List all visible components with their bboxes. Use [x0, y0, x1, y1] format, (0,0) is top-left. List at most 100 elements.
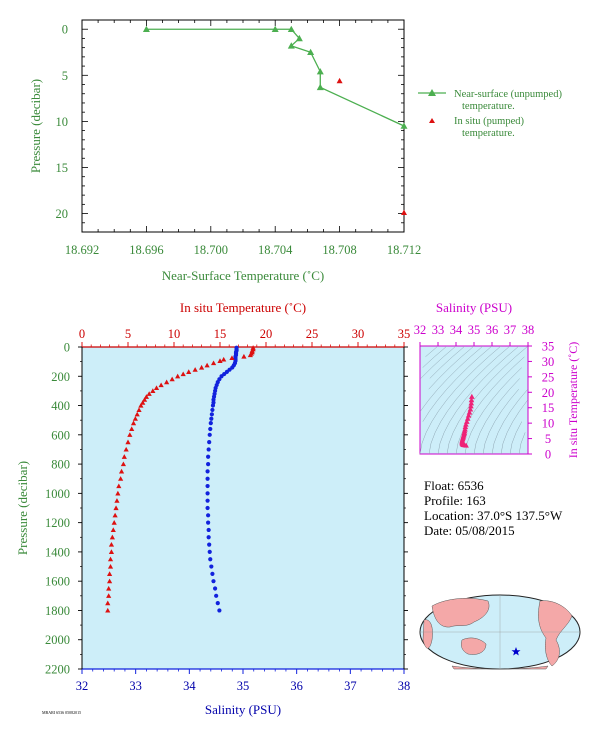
near-surface-legend: Near-surface (unpumped) temperature. In … [418, 89, 565, 139]
ts-ticks [419, 342, 532, 455]
temperature-point [118, 476, 124, 481]
salinity-point [207, 432, 212, 437]
salinity-point [206, 513, 211, 518]
salinity-point [214, 593, 219, 598]
salinity-point [205, 498, 210, 503]
temperature-point [107, 578, 113, 584]
location-map [419, 594, 581, 670]
salinity-tick-label: 32 [76, 679, 89, 693]
ts-density-contour [455, 356, 525, 455]
near-surface-series [142, 25, 408, 216]
temperature-point [127, 432, 133, 437]
near-surface-y-tick-labels: 0 5 10 15 20 [56, 23, 69, 221]
salinity-point [210, 403, 216, 408]
salinity-point [205, 491, 210, 496]
temperature-point [158, 382, 164, 388]
temperature-point [241, 353, 247, 359]
salinity-point [206, 520, 211, 525]
near-surface-plot-area [81, 19, 405, 233]
legend-unpumped-text: Near-surface (unpumped) [454, 89, 562, 100]
salinity-point [211, 579, 216, 584]
salinity-point [206, 461, 211, 467]
ts-density-contour [428, 345, 475, 390]
temperature-series [105, 345, 256, 613]
near-surface-pumped-point [401, 209, 407, 216]
temperature-tick-label: 35 [398, 327, 411, 341]
legend-pumped-label: In situ (pumped) temperature. [454, 116, 527, 139]
temperature-point [141, 397, 148, 402]
temperature-point [125, 439, 131, 445]
profile-number: Profile: 163 [424, 493, 486, 508]
temperature-point [217, 358, 223, 363]
temperature-point [121, 454, 127, 459]
temperature-point [116, 483, 122, 489]
temperature-point [120, 461, 126, 467]
temperature-point [169, 376, 175, 382]
ts-density-contour [425, 345, 439, 357]
ts-density-contour [500, 399, 528, 455]
temperature-point [138, 402, 144, 408]
temperature-point [106, 585, 112, 591]
salinity-point [208, 557, 213, 562]
near-surface-x-axis-label: Near-Surface Temperature (˚C) [162, 268, 324, 283]
ts-point [463, 421, 469, 427]
salinity-point [205, 476, 210, 481]
float-date: Date: 05/08/2015 [424, 523, 515, 538]
temperature-point [132, 416, 138, 421]
near-surface-y-tick-label: 10 [56, 115, 69, 129]
legend-unpumped-label: Near-surface (unpumped) temperature. [454, 89, 565, 112]
ts-density-contour [422, 345, 493, 422]
temperature-point [105, 607, 111, 613]
temperature-tick-label: 25 [306, 327, 319, 341]
ts-point [468, 403, 474, 409]
near-surface-x-tick-label: 18.696 [129, 243, 163, 257]
profile-salinity-tick-labels: 32 33 34 35 36 37 38 [76, 679, 411, 693]
ts-salinity-tick-label: 32 [414, 323, 427, 337]
salinity-series [205, 345, 239, 613]
salinity-point [219, 374, 224, 379]
near-surface-pumped-point [336, 77, 343, 84]
temperature-point [204, 362, 210, 368]
ts-density-contour [464, 367, 522, 455]
temperature-point [109, 534, 115, 540]
ts-temperature-tick-label: 15 [542, 401, 555, 415]
ts-salinity-tick-label: 34 [450, 323, 463, 337]
ts-density-contour [473, 378, 520, 455]
ts-y-axis-label: In situ Temperature (˚C) [566, 342, 580, 459]
ts-density-contour [420, 345, 457, 379]
temperature-point [108, 541, 115, 547]
temperature-point [112, 512, 118, 518]
temperature-point [175, 373, 181, 379]
ts-density-contour [518, 432, 526, 455]
ts-point [467, 406, 474, 412]
profile-temperature-tick-labels: 0 5 10 15 20 25 30 35 [79, 327, 410, 341]
temperature-tick-label: 30 [352, 327, 365, 341]
near-surface-y-tick-label: 5 [62, 69, 68, 83]
salinity-tick-label: 36 [290, 679, 303, 693]
salinity-point [205, 505, 210, 511]
salinity-point [207, 542, 212, 547]
salinity-point [209, 416, 214, 421]
ts-points [459, 393, 475, 448]
temperature-point [247, 352, 253, 358]
ts-temperature-tick-label: 30 [542, 355, 555, 369]
float-location-star [511, 647, 521, 656]
salinity-point [209, 412, 214, 417]
ts-density-contour [446, 345, 529, 455]
pressure-tick-label: 2200 [45, 663, 70, 677]
temperature-point [134, 411, 140, 417]
temperature-point [107, 571, 113, 576]
ts-point [462, 424, 469, 430]
pressure-tick-label: 1200 [45, 516, 70, 530]
near-surface-unpumped-point [295, 34, 303, 42]
map-land [422, 598, 573, 670]
salinity-tick-label: 33 [129, 679, 142, 693]
profile-ticks [78, 342, 408, 674]
map-land-africa [422, 619, 433, 649]
pressure-tick-label: 800 [51, 458, 70, 472]
salinity-point [209, 564, 214, 569]
ts-point [466, 409, 473, 415]
ts-density-contours [419, 345, 529, 455]
temperature-point [130, 420, 137, 426]
